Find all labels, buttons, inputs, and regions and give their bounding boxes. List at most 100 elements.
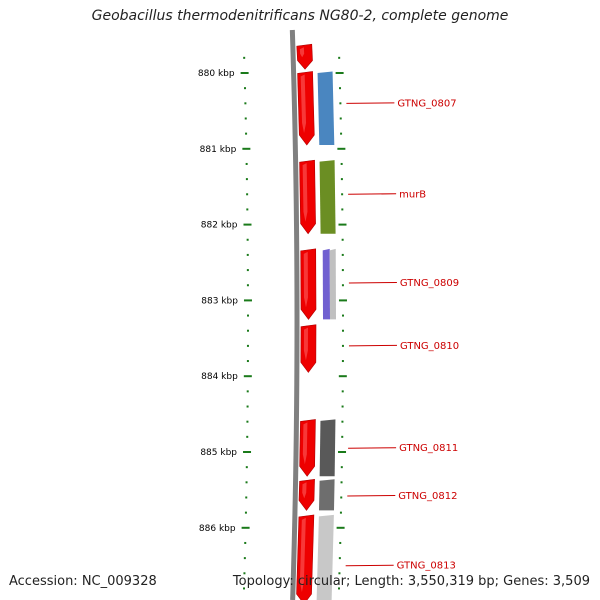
cds-track [296,43,317,600]
kbp-tick-label: 880 kbp [198,69,235,79]
minor-tick-left [246,253,249,256]
cds-highlight [299,517,306,592]
gene-label[interactable]: GTNG_0813 [397,561,456,572]
major-tick-left [243,299,252,302]
minor-tick-right [340,496,343,499]
cds-arrow[interactable] [297,71,315,146]
gene-track [316,71,336,600]
gene-label[interactable]: GTNG_0812 [398,491,457,502]
kbp-tick-label: 884 kbp [201,372,238,382]
major-tick-right [338,223,347,226]
cds-highlight [303,327,308,361]
minor-tick-right [338,572,341,575]
gene-leader-line [345,564,394,567]
minor-tick-left [246,435,249,438]
minor-tick-right [340,481,343,484]
minor-tick-left [243,557,246,560]
cds-highlight [302,482,307,499]
minor-tick-left [246,269,249,272]
cds-arrow[interactable] [299,159,316,235]
gene-label[interactable]: GTNG_0807 [397,98,456,109]
minor-tick-right [341,329,344,332]
cds-arrow[interactable] [296,43,313,70]
minor-tick-right [341,405,344,408]
minor-tick-right [341,435,344,438]
minor-tick-left [245,178,248,181]
cds-arrow[interactable] [298,478,315,511]
minor-tick-left [246,420,249,423]
gene-block[interactable] [322,248,330,320]
cds-highlight [299,47,305,58]
gene-leader-line [348,344,397,347]
major-tick-right [337,147,346,150]
minor-tick-right [339,87,342,90]
accession-text: Accession: NC_009328 [9,574,157,589]
major-tick-right [338,451,347,453]
minor-tick-left [246,344,249,347]
gene-label[interactable]: GTNG_0810 [400,341,459,352]
minor-tick-right [341,238,344,241]
gene-block[interactable] [317,71,335,146]
gene-label[interactable]: GTNG_0811 [399,443,458,454]
minor-tick-left [244,102,247,105]
minor-tick-left [243,587,245,590]
kbp-tick-label: 883 kbp [201,296,238,306]
major-tick-right [336,526,345,529]
gene-block[interactable] [316,514,334,600]
minor-tick-right [340,466,343,469]
cds-arrow[interactable] [300,248,317,320]
gene-leader-line [348,193,397,195]
minor-tick-left [246,193,249,196]
gene-block[interactable] [319,160,336,234]
major-tick-left [242,147,251,150]
gene-label[interactable]: murB [399,189,426,200]
minor-tick-right [340,132,343,135]
minor-tick-right [342,314,344,317]
tick-track [240,56,347,590]
minor-tick-left [246,208,249,211]
gene-block[interactable] [319,419,336,477]
minor-tick-right [341,253,344,256]
minor-tick-right [341,269,344,272]
minor-tick-right [338,557,341,560]
minor-tick-right [341,284,344,287]
kbp-tick-label: 885 kbp [200,448,237,458]
gene-block[interactable] [318,479,335,511]
gene-leader-line [346,102,395,104]
major-tick-right [335,72,344,74]
minor-tick-right [339,511,342,514]
backbone-line [289,29,300,600]
minor-tick-right [341,193,344,196]
gene-block-secondary[interactable] [329,248,336,320]
minor-tick-left [244,511,247,514]
cds-highlight [303,251,308,308]
minor-tick-left [243,572,246,575]
kbp-label-track: 880 kbp 881 kbp 882 kbp 883 kbp 884 kbp 885 k… [198,69,238,534]
minor-tick-right [341,360,344,363]
genome-backbone [289,29,300,600]
minor-tick-left [245,466,248,469]
minor-tick-left [244,117,247,120]
major-tick-right [338,299,347,302]
minor-tick-left [244,541,247,544]
gene-label-track: GTNG_0807 murB GTNG_0809 GTNG_0810 GTNG_0811… [345,98,459,572]
gene-leader-line [347,494,396,497]
kbp-tick-label: 881 kbp [200,145,237,155]
minor-tick-right [341,344,344,347]
kbp-tick-label: 882 kbp [201,221,238,231]
minor-tick-left [243,56,246,59]
gene-leader-line [348,281,397,284]
gene-leader-line [348,447,397,449]
cds-arrow[interactable] [300,324,317,373]
minor-tick-right [338,56,341,59]
kbp-tick-label: 886 kbp [199,524,236,534]
major-tick-left [240,72,249,74]
minor-tick-left [245,481,248,484]
major-tick-left [243,375,252,378]
cds-arrow[interactable] [299,419,316,477]
gene-label[interactable]: GTNG_0809 [400,278,459,289]
minor-tick-left [245,132,248,135]
minor-tick-left [246,284,249,287]
minor-tick-right [339,102,342,105]
